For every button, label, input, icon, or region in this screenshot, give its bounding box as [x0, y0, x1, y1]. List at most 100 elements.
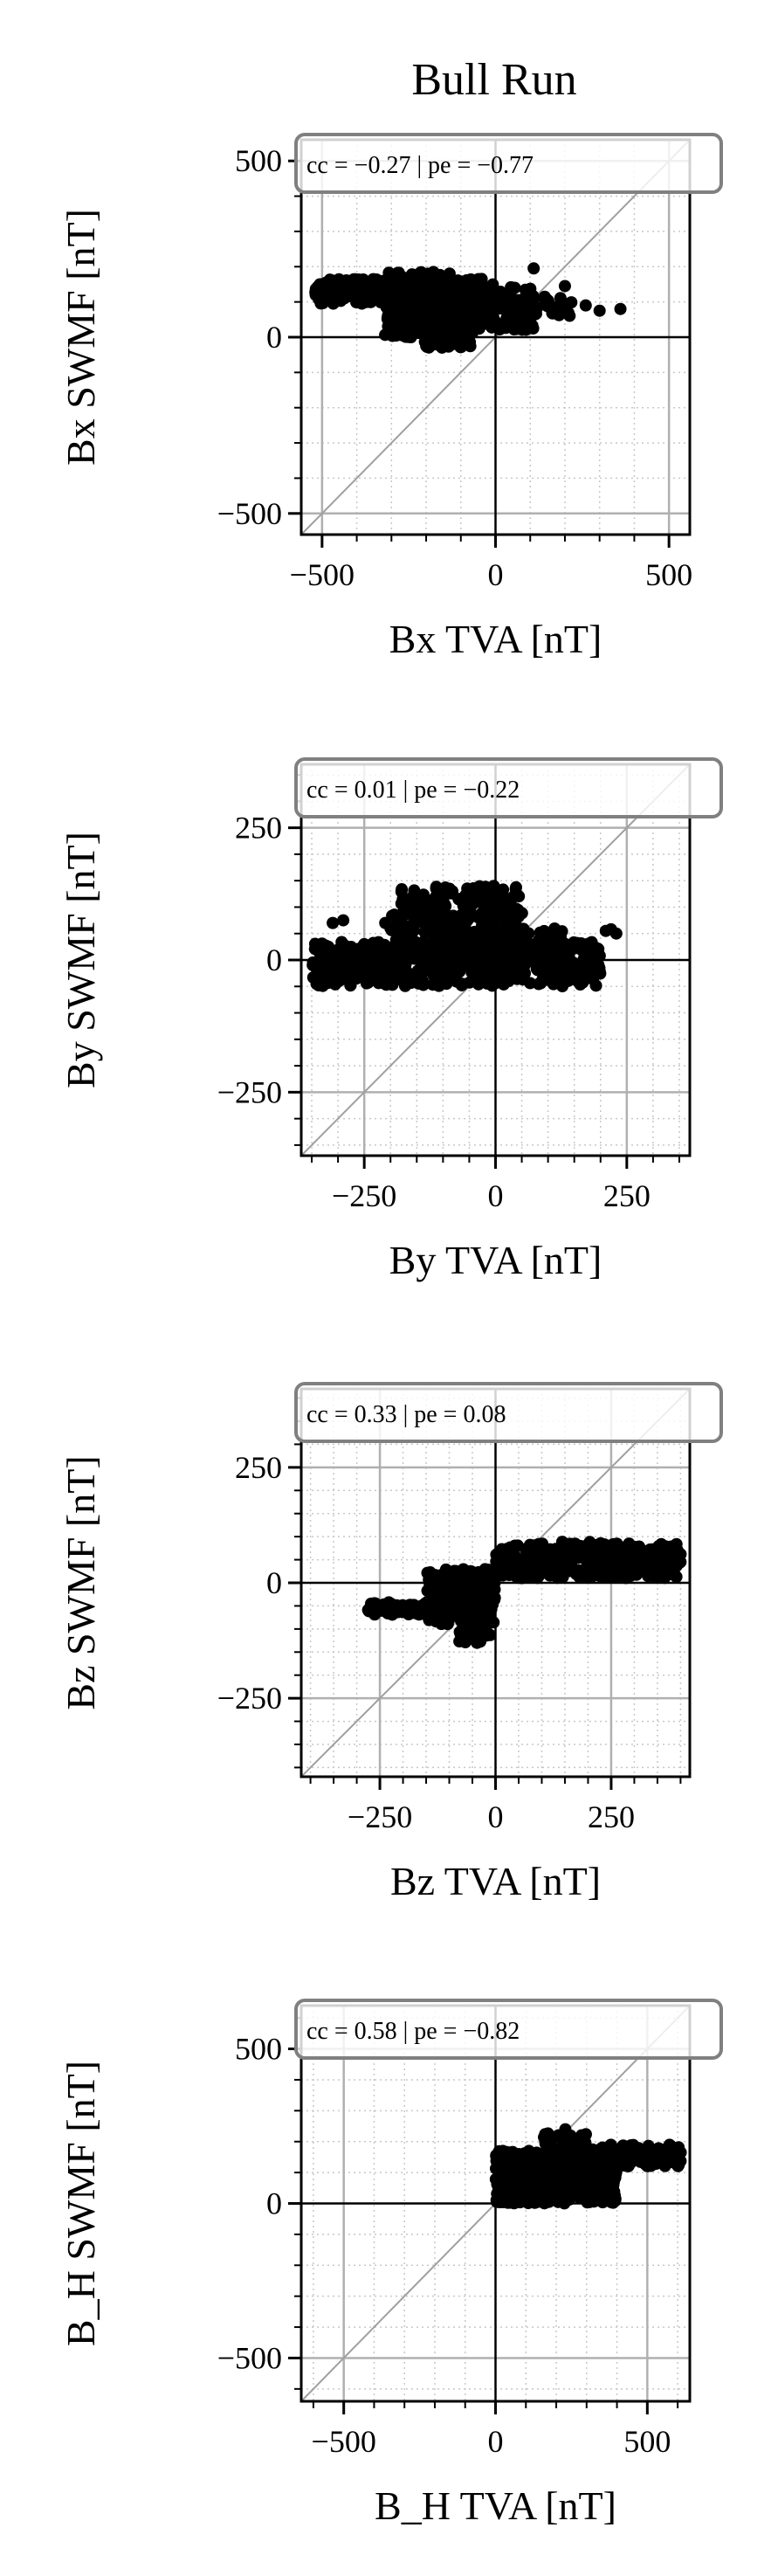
y-axis-label: Bx SWMF [nT]: [59, 209, 103, 466]
data-point: [604, 2167, 617, 2180]
data-point: [496, 1569, 509, 1582]
data-point: [644, 1543, 657, 1556]
data-point: [465, 1585, 478, 1598]
data-point: [454, 1583, 467, 1596]
x-tick-label: 0: [488, 557, 504, 592]
data-point: [527, 262, 540, 275]
data-point: [472, 1620, 485, 1633]
data-point: [397, 908, 410, 922]
data-point: [460, 1569, 473, 1582]
data-point: [480, 1629, 493, 1642]
data-point: [654, 1560, 667, 1573]
data-point: [372, 936, 385, 949]
stats-text: cc = 0.58 | pe = −0.82: [306, 2018, 520, 2045]
data-point: [451, 295, 465, 308]
data-point: [502, 906, 515, 919]
data-point: [497, 883, 510, 896]
data-point: [613, 1564, 626, 1577]
x-tick-label: −250: [348, 1799, 412, 1834]
data-point: [447, 936, 460, 949]
data-point: [310, 977, 323, 991]
data-point: [630, 1568, 643, 1581]
data-point: [396, 937, 409, 950]
data-point: [602, 2191, 616, 2204]
x-axis-label: Bz TVA [nT]: [390, 1859, 601, 1903]
y-tick-label: −500: [217, 2340, 282, 2375]
data-point: [504, 957, 517, 970]
data-point: [378, 977, 391, 991]
stats-box: [294, 1999, 723, 2060]
data-point: [427, 266, 440, 279]
data-point: [592, 958, 605, 971]
data-point: [436, 942, 449, 955]
data-point: [453, 1635, 466, 1648]
panel-1: −500 0 500 −500 0 500 Bx TVA [nT] Bx SWMF [nT] c…: [59, 133, 723, 661]
data-point: [421, 899, 434, 912]
x-tick-label: 0: [488, 2424, 504, 2459]
x-tick-label: 500: [623, 2424, 671, 2459]
data-point: [569, 2166, 582, 2179]
data-point: [358, 293, 371, 306]
data-points: [489, 2123, 687, 2210]
y-tick-label: −500: [217, 496, 282, 531]
y-axis-label: Bz SWMF [nT]: [59, 1455, 103, 1709]
data-point: [417, 322, 430, 335]
data-point: [390, 302, 403, 315]
data-point: [368, 283, 382, 296]
data-point: [604, 1568, 617, 1581]
stats-text: cc = 0.01 | pe = −0.22: [306, 777, 520, 804]
data-point: [316, 295, 329, 308]
data-point: [591, 2144, 604, 2158]
data-point: [442, 340, 455, 353]
data-point: [437, 1586, 450, 1599]
data-point: [455, 978, 468, 991]
data-point: [462, 291, 475, 304]
data-point: [400, 922, 413, 935]
y-tick-label: 250: [235, 811, 282, 846]
data-point: [534, 977, 547, 990]
data-point: [477, 967, 490, 980]
data-point: [443, 882, 456, 895]
data-point: [548, 922, 561, 935]
stats-box: [294, 1382, 723, 1443]
data-point: [435, 900, 448, 913]
data-point: [571, 975, 584, 988]
data-point: [463, 1627, 476, 1640]
data-point: [344, 979, 357, 992]
data-point: [404, 324, 417, 337]
data-point: [509, 882, 522, 895]
data-point: [517, 2156, 530, 2169]
data-point: [558, 2137, 571, 2151]
data-point: [587, 2182, 600, 2195]
data-point: [651, 1571, 664, 1584]
data-point: [322, 285, 335, 298]
data-point: [492, 955, 505, 968]
x-axis-label: By TVA [nT]: [389, 1238, 602, 1282]
data-point: [461, 956, 474, 969]
data-point: [449, 1570, 462, 1583]
data-point: [527, 937, 540, 950]
data-point: [448, 285, 461, 298]
data-point: [642, 2142, 655, 2155]
data-point: [528, 1555, 541, 1568]
data-point: [444, 314, 458, 328]
data-point: [527, 951, 540, 964]
data-point: [652, 2151, 665, 2165]
data-point: [632, 1549, 645, 1562]
data-point: [400, 276, 413, 289]
data-point: [640, 1558, 653, 1571]
data-point: [511, 2193, 524, 2206]
data-point: [422, 281, 435, 294]
x-axis-label: B_H TVA [nT]: [375, 2483, 616, 2528]
data-point: [481, 955, 494, 968]
figure-title: Bull Run: [411, 55, 576, 105]
data-point: [406, 935, 419, 948]
stats-box: [294, 133, 723, 194]
data-point: [375, 965, 389, 978]
data-point: [555, 2185, 568, 2198]
data-point: [526, 2156, 539, 2169]
data-point: [653, 2143, 666, 2156]
data-point: [534, 1539, 547, 1552]
data-point: [361, 971, 374, 984]
data-point: [390, 963, 403, 976]
